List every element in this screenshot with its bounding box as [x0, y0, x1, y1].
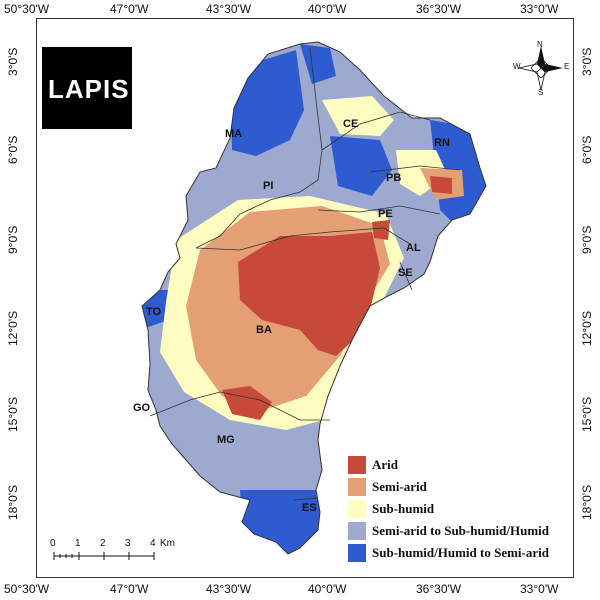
scale-tick-label: 0 [50, 538, 56, 549]
legend-item: Semi-arid to Sub-humid/Humid [348, 522, 549, 540]
state-label: MG [217, 434, 235, 446]
bottom-tick-label: 50°30'W [4, 582, 50, 596]
compass-south-label: S [538, 88, 544, 97]
legend-item: Sub-humid/Humid to Semi-arid [348, 544, 549, 562]
state-label: MA [225, 128, 243, 140]
logo-text: LAPIS [48, 74, 130, 104]
top-tick-label: 36°30'W [416, 2, 462, 16]
legend-item: Semi-arid [348, 478, 427, 496]
bottom-tick-label: 43°30'W [206, 582, 252, 596]
scale-tick-label: 1 [75, 538, 81, 549]
bottom-tick-label: 33°0'W [520, 582, 559, 596]
state-label: ES [302, 502, 317, 514]
state-label: AL [406, 242, 421, 254]
compass-west-label: W [513, 62, 521, 71]
top-tick-label: 47°0'W [110, 2, 149, 16]
top-tick-label: 43°30'W [206, 2, 252, 16]
legend-swatch [348, 522, 366, 540]
state-label: GO [133, 402, 151, 414]
legend-swatch [348, 500, 366, 518]
legend-swatch [348, 478, 366, 496]
state-label: PE [378, 208, 393, 220]
legend-label: Arid [372, 457, 398, 472]
compass-east-label: E [564, 62, 570, 71]
legend-label: Sub-humid [372, 501, 435, 516]
compass-north-label: N [537, 40, 543, 49]
state-label: RN [434, 137, 450, 149]
scale-tick-label: 4 [150, 538, 156, 549]
legend-label: Semi-arid to Sub-humid/Humid [372, 523, 549, 538]
scale-unit-label: Km [160, 538, 175, 549]
legend-item: Sub-humid [348, 500, 434, 518]
legend-label: Sub-humid/Humid to Semi-arid [372, 545, 549, 560]
scale-bar [53, 552, 155, 560]
legend-swatch [348, 544, 366, 562]
state-label: PI [263, 180, 274, 192]
state-label: CE [343, 118, 359, 130]
legend-label: Semi-arid [372, 479, 427, 494]
legend-item: Arid [348, 456, 398, 474]
state-label: BA [256, 324, 272, 336]
legend-swatch [348, 456, 366, 474]
bottom-tick-label: 40°0'W [308, 582, 347, 596]
state-label: TO [146, 306, 162, 318]
lapis-logo: LAPIS [42, 47, 132, 129]
top-tick-label: 33°0'W [520, 2, 559, 16]
bottom-tick-label: 36°30'W [416, 582, 462, 596]
top-tick-label: 50°30'W [4, 2, 50, 16]
map-frame [36, 18, 574, 578]
bottom-tick-label: 47°0'W [110, 582, 149, 596]
scale-tick-label: 3 [125, 538, 131, 549]
scale-tick-label: 2 [100, 538, 106, 549]
state-label: PB [386, 172, 402, 184]
state-label: SE [398, 267, 413, 279]
top-tick-label: 40°0'W [308, 2, 347, 16]
compass-icon [518, 46, 563, 91]
